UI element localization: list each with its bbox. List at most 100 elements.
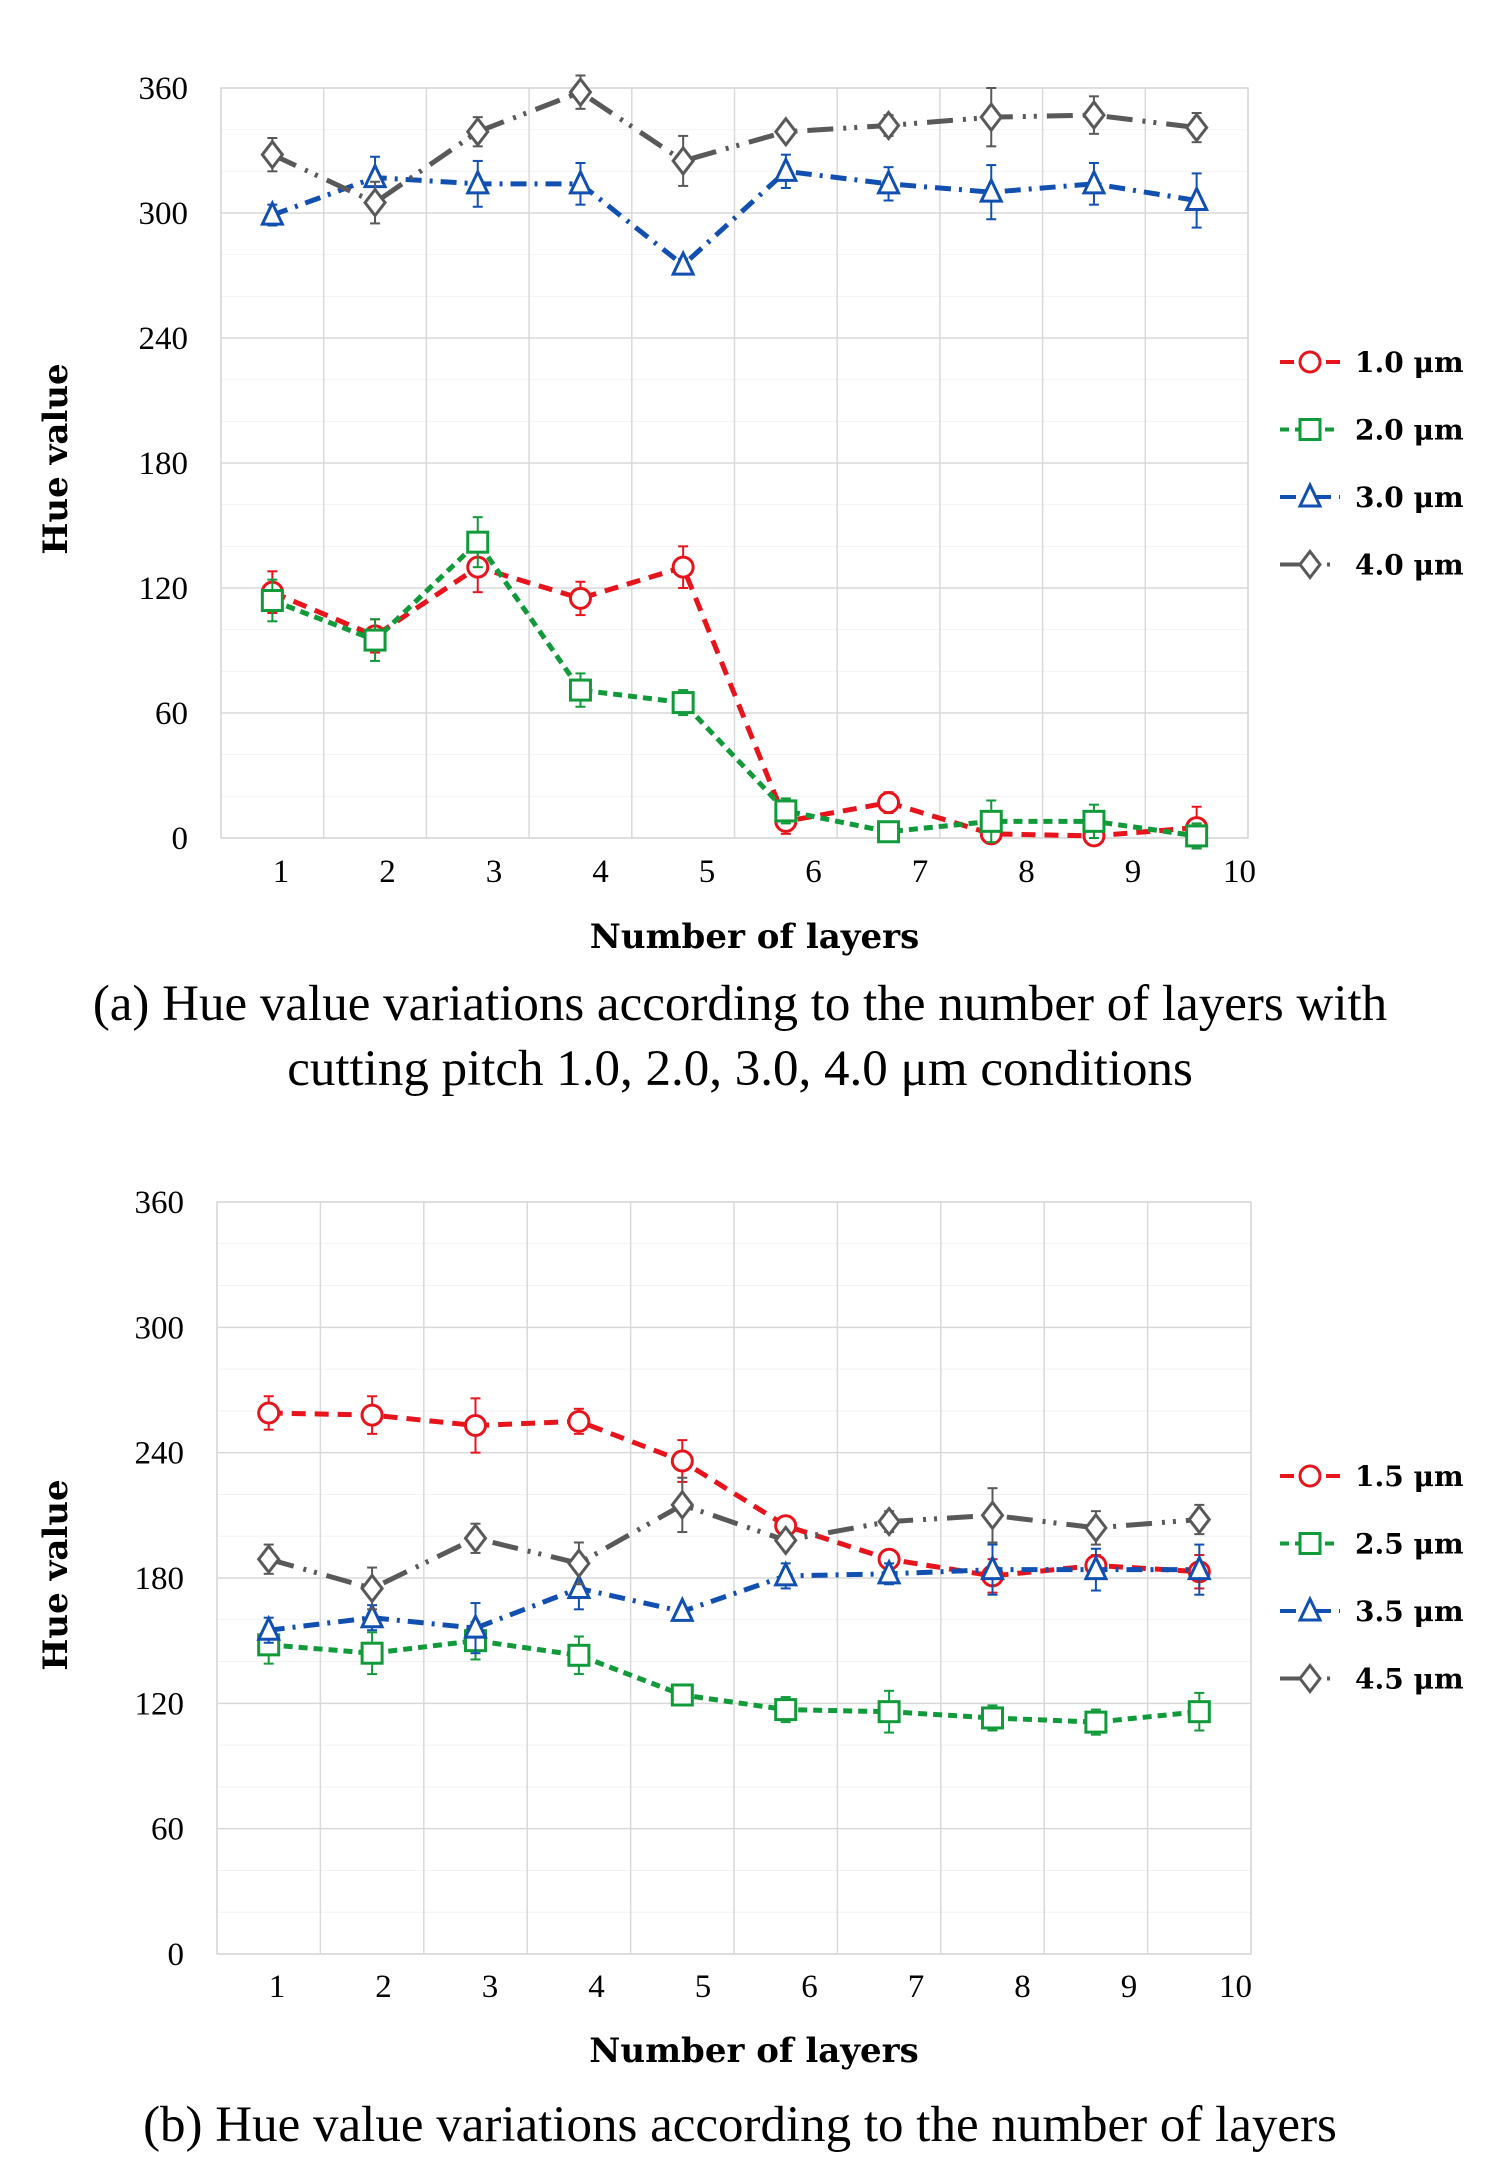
data-point (669, 1595, 695, 1622)
data-point (773, 1524, 798, 1556)
legend-label: 3.5 μm (1355, 1595, 1464, 1628)
x-tick-label: 10 (1223, 854, 1256, 890)
data-point (568, 586, 592, 610)
series-2-0-m (260, 516, 1209, 850)
legend-label: 4.5 μm (1355, 1663, 1464, 1696)
plot-area-border (220, 87, 1249, 839)
data-point (1186, 1554, 1212, 1581)
data-point (360, 1572, 384, 1604)
data-point (773, 116, 798, 148)
x-tick-label: 1 (269, 1969, 286, 2005)
y-tick-label: 60 (151, 1812, 184, 1848)
legend-label: 2.5 μm (1355, 1528, 1464, 1561)
x-tick-label: 6 (805, 854, 822, 890)
legend-marker (1298, 350, 1322, 374)
series-line (271, 168, 1198, 269)
series-2-5-m (257, 1620, 1211, 1736)
data-point (773, 155, 799, 182)
legend-label: 3.0 μm (1355, 481, 1464, 514)
data-point (670, 1683, 694, 1707)
legend-entry: 1.5 μm (1280, 1460, 1464, 1493)
x-tick-label: 7 (912, 854, 929, 890)
x-tick-label: 4 (588, 1969, 605, 2005)
data-point (877, 791, 901, 815)
x-tick-label: 4 (592, 854, 609, 890)
legend-entry: 3.5 μm (1280, 1595, 1464, 1628)
data-point (360, 1403, 384, 1427)
data-point (567, 1643, 591, 1667)
data-point (363, 187, 387, 219)
data-point (670, 1449, 694, 1473)
y-tick-label: 300 (135, 1310, 185, 1346)
y-tick-label: 180 (139, 446, 189, 482)
y-tick-label: 360 (135, 1185, 185, 1221)
y-tick-label: 60 (155, 696, 188, 732)
data-point (1187, 1700, 1211, 1724)
legend-entry: 2.5 μm (1280, 1528, 1464, 1561)
x-tick-label: 2 (379, 854, 396, 890)
figure-caption: cutting pitch 1.0, 2.0, 3.0, 4.0 μm cond… (287, 1041, 1193, 1097)
data-point (260, 139, 285, 171)
data-point (978, 176, 1004, 203)
data-point (876, 168, 901, 195)
data-point (980, 1499, 1005, 1531)
x-tick-label: 5 (695, 1969, 712, 2005)
data-point (1184, 112, 1209, 144)
legend-marker (1297, 1595, 1323, 1622)
data-point (464, 1414, 487, 1438)
y-axis-title: Hue value (36, 363, 76, 554)
y-tick-label: 120 (139, 571, 189, 607)
legend-entry: 4.5 μm (1280, 1663, 1464, 1696)
legend-label: 4.0 μm (1355, 549, 1464, 582)
data-point (260, 589, 284, 612)
legend-entry: 3.0 μm (1280, 481, 1464, 514)
x-tick-label: 9 (1125, 854, 1142, 890)
data-point (257, 1401, 281, 1425)
data-point (360, 1641, 384, 1665)
data-point (566, 1572, 592, 1599)
data-point (363, 628, 387, 652)
series-line (268, 1567, 1200, 1633)
x-axis-title: Number of layers (589, 2031, 918, 2071)
legend-marker (1298, 1532, 1322, 1555)
legend-label: 1.0 μm (1355, 346, 1464, 379)
chart-panel-a: 0 60 120 180 240 300 360 1 2 3 4 5 6 7 8 9 10 Number of l… (36, 71, 1464, 1097)
data-point (979, 101, 1004, 133)
data-point (1084, 1710, 1108, 1734)
data-point (979, 809, 1003, 833)
data-point (1185, 824, 1209, 848)
data-point (877, 1700, 901, 1724)
data-point (359, 1602, 385, 1629)
x-tick-label: 3 (482, 1969, 499, 2005)
series-4-5-m (256, 1476, 1212, 1611)
data-point (670, 249, 696, 276)
data-point (1082, 99, 1106, 131)
data-point (465, 116, 490, 148)
y-tick-label: 120 (135, 1686, 185, 1722)
y-tick-label: 0 (168, 1937, 185, 1973)
series-line (271, 564, 1197, 839)
data-point (1187, 1504, 1212, 1535)
x-tick-label: 6 (801, 1969, 818, 2005)
series-3-0-m (259, 153, 1210, 276)
y-axis-title: Hue value (36, 1479, 76, 1670)
series-4-0-m (260, 74, 1209, 225)
data-point (463, 1522, 488, 1554)
data-point (980, 1554, 1005, 1581)
data-point (670, 1489, 695, 1521)
legend-entry: 4.0 μm (1280, 549, 1464, 582)
y-tick-label: 240 (139, 321, 189, 357)
x-tick-label: 1 (273, 854, 290, 890)
data-point (773, 1560, 799, 1587)
x-tick-label: 9 (1121, 1969, 1138, 2005)
data-point (981, 1706, 1004, 1730)
x-tick-label: 3 (486, 854, 503, 890)
figure-caption: (a) Hue value variations according to th… (93, 976, 1387, 1032)
data-point (256, 1543, 281, 1575)
data-point (567, 1409, 591, 1433)
data-point (774, 799, 798, 823)
data-point (1082, 809, 1106, 833)
data-point (1083, 1554, 1109, 1581)
legend-marker (1298, 1663, 1322, 1694)
